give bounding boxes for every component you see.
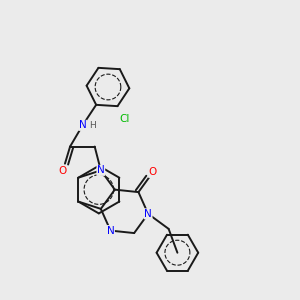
Text: N: N (106, 226, 114, 236)
Text: N: N (97, 165, 105, 176)
Text: Cl: Cl (119, 115, 129, 124)
Text: O: O (59, 166, 67, 176)
Text: H: H (89, 121, 95, 130)
Text: O: O (149, 167, 157, 177)
Text: N: N (79, 120, 86, 130)
Text: N: N (144, 209, 152, 219)
